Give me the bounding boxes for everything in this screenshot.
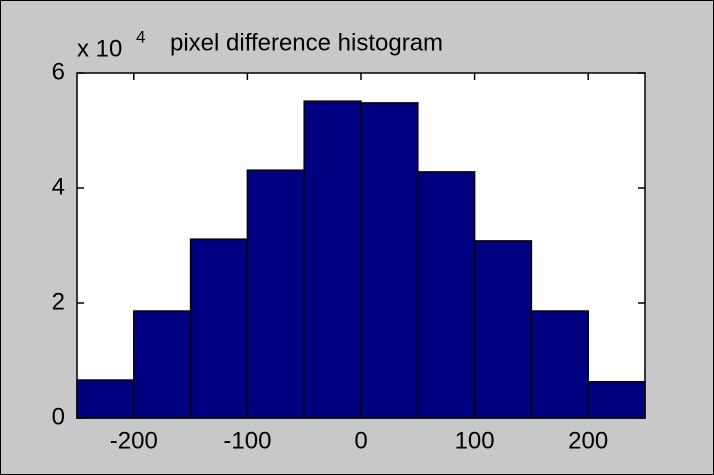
bar bbox=[417, 171, 476, 419]
bar bbox=[76, 379, 135, 419]
bar bbox=[473, 240, 533, 419]
chart-title: pixel difference histogram bbox=[170, 29, 443, 56]
bar bbox=[530, 310, 589, 419]
y-tick-label: 6 bbox=[52, 58, 65, 85]
bar bbox=[133, 310, 192, 419]
y-multiplier-exponent: 4 bbox=[136, 27, 145, 46]
x-tick-label: 200 bbox=[568, 427, 608, 454]
bar bbox=[587, 381, 646, 419]
y-multiplier: x 10 bbox=[77, 35, 122, 62]
x-tick-label: 0 bbox=[354, 427, 367, 454]
y-tick-label: 0 bbox=[52, 403, 65, 430]
bar bbox=[360, 102, 419, 419]
x-tick-label: -200 bbox=[110, 427, 158, 454]
x-tick-label: -100 bbox=[223, 427, 271, 454]
bar bbox=[189, 238, 249, 419]
bar bbox=[303, 100, 362, 419]
x-tick-label: 100 bbox=[455, 427, 495, 454]
y-tick-label: 2 bbox=[52, 288, 65, 315]
y-tick-label: 4 bbox=[52, 173, 65, 200]
bar bbox=[246, 169, 305, 419]
